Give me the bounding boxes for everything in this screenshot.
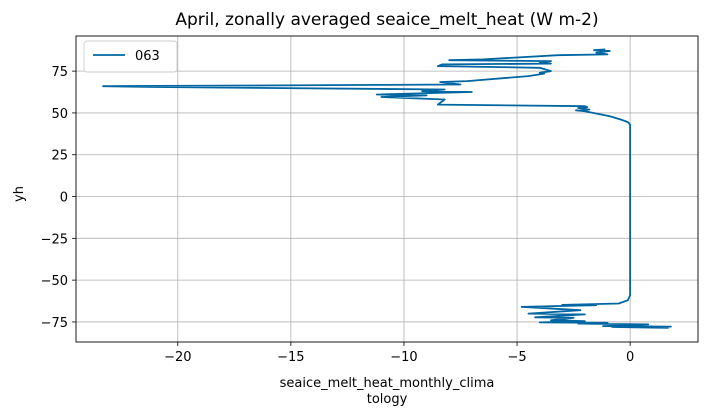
y-tick-label: 50 [51,107,68,122]
y-tick-label: 75 [51,65,68,80]
series-layer [102,48,672,329]
y-tick-label: 25 [51,149,68,164]
legend-box [83,40,178,73]
x-tick-label: −5 [507,350,526,365]
chart-title: April, zonally averaged seaice_melt_heat… [175,10,598,30]
x-tick-label: −20 [164,350,191,365]
y-tick-label: −50 [41,274,68,289]
legend: 063 [83,40,178,73]
y-tick-label: −75 [41,316,68,331]
x-tick-label: −15 [277,350,304,365]
x-axis-label-line-2: tology [367,392,408,407]
y-tick-label: −25 [41,232,68,247]
legend-label-063: 063 [135,49,160,64]
x-axis-label-line-1: seaice_melt_heat_monthly_clima [280,376,495,391]
series-line-063 [102,48,672,329]
axes-frame [75,35,699,343]
x-tick-label: 0 [626,350,634,365]
y-axis-label: yh [12,186,27,202]
y-tick-label: 0 [60,191,68,206]
x-tick-label: −10 [390,350,417,365]
grid [76,36,698,342]
